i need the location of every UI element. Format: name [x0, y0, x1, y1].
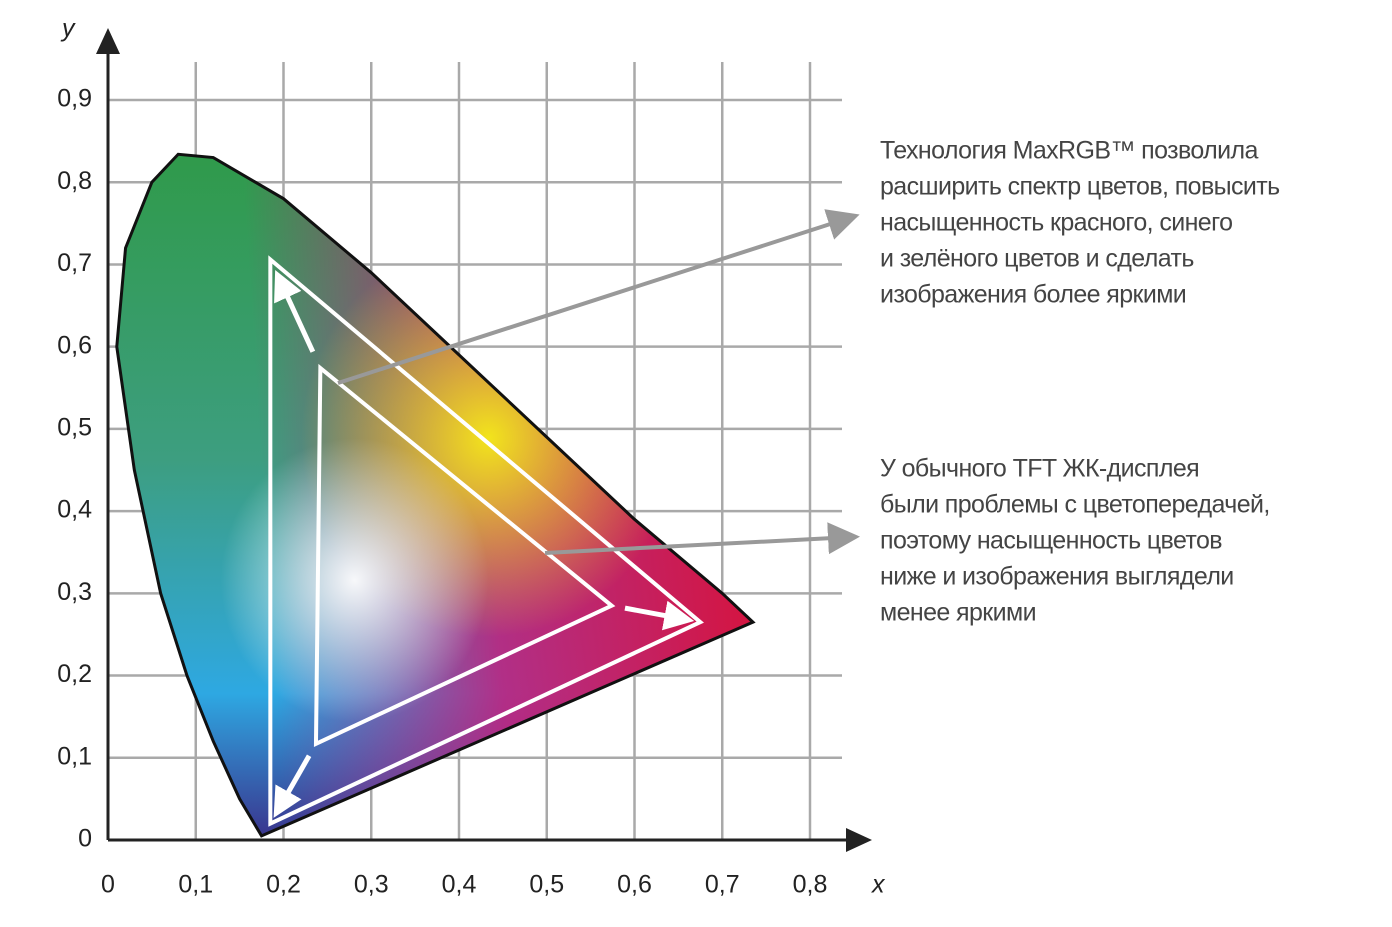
x-axis-label: x [871, 871, 886, 899]
gamut-triangle [268, 255, 704, 827]
y-axis-label: y [60, 15, 76, 43]
x-tick-label: 0 [101, 871, 115, 899]
x-tick-label: 0,7 [705, 871, 740, 899]
axes [96, 28, 872, 852]
gamut-triangle [313, 363, 616, 747]
annotation-text: изображения более яркими [880, 281, 1186, 309]
expansion-arrow [273, 754, 312, 818]
x-tick-label: 0,1 [178, 871, 213, 899]
annotations: Технология MaxRGB™ позволила расширить сп… [880, 137, 1280, 627]
annotation-text: ниже и изображения выглядели [880, 563, 1234, 591]
annotation-text: и зелёного цветов и сделать [880, 245, 1194, 273]
locus-fill [116, 154, 753, 836]
y-tick-label: 0,9 [57, 85, 92, 113]
y-tick-label: 0,2 [57, 660, 92, 688]
x-tick-label: 0,8 [793, 871, 828, 899]
annotation-text: насыщенность красного, синего [880, 209, 1232, 237]
expansion-arrow [624, 600, 695, 631]
annotation-text: У обычного TFT ЖК-дисплея [880, 455, 1199, 483]
expansion-arrow [274, 269, 316, 353]
y-tick-label: 0,8 [57, 167, 92, 195]
annotation-text: менее яркими [880, 599, 1036, 627]
y-tick-label: 0,1 [57, 742, 92, 770]
y-tick-label: 0 [78, 825, 92, 853]
y-tick-label: 0,7 [57, 249, 92, 277]
marks [115, 152, 756, 838]
annotation-text: были проблемы с цветопередачей, [880, 491, 1270, 519]
annotation-text: Технология MaxRGB™ позволила [880, 137, 1258, 165]
x-tick-label: 0,3 [354, 871, 389, 899]
y-tick-label: 0,3 [57, 578, 92, 606]
x-tick-label: 0,5 [529, 871, 564, 899]
annotation-arrows [337, 209, 860, 555]
y-tick-label: 0,5 [57, 413, 92, 441]
x-tick-label: 0,4 [442, 871, 477, 899]
spectral-locus [115, 152, 756, 838]
annotation-text: поэтому насыщенность цветов [880, 527, 1222, 555]
annotation-text: расширить спектр цветов, повысить [880, 173, 1280, 201]
x-tick-label: 0,2 [266, 871, 301, 899]
x-tick-label: 0,6 [617, 871, 652, 899]
y-tick-label: 0,4 [57, 496, 92, 524]
y-tick-label: 0,6 [57, 331, 92, 359]
